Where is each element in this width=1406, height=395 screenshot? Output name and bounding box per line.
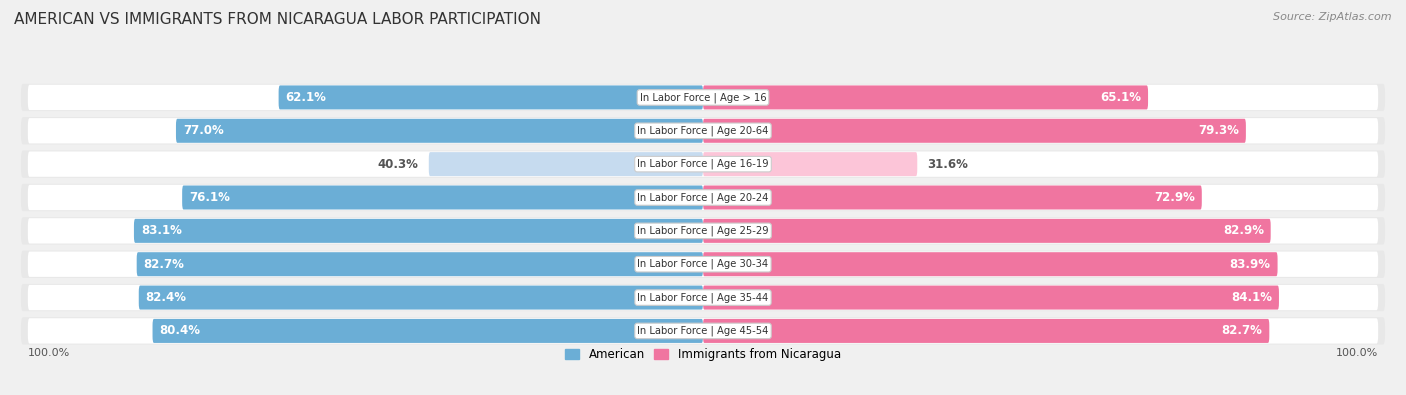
Text: 72.9%: 72.9% xyxy=(1154,191,1195,204)
FancyBboxPatch shape xyxy=(152,319,703,343)
FancyBboxPatch shape xyxy=(703,152,917,176)
FancyBboxPatch shape xyxy=(703,186,1202,209)
FancyBboxPatch shape xyxy=(21,284,1385,311)
Text: 82.4%: 82.4% xyxy=(146,291,187,304)
Text: 82.7%: 82.7% xyxy=(1222,324,1263,337)
Text: 79.3%: 79.3% xyxy=(1198,124,1239,137)
FancyBboxPatch shape xyxy=(28,185,1378,210)
Text: 100.0%: 100.0% xyxy=(28,348,70,358)
Text: In Labor Force | Age 35-44: In Labor Force | Age 35-44 xyxy=(637,292,769,303)
FancyBboxPatch shape xyxy=(21,184,1385,211)
FancyBboxPatch shape xyxy=(703,319,1270,343)
Text: In Labor Force | Age 25-29: In Labor Force | Age 25-29 xyxy=(637,226,769,236)
FancyBboxPatch shape xyxy=(28,285,1378,310)
FancyBboxPatch shape xyxy=(139,286,703,310)
FancyBboxPatch shape xyxy=(21,117,1385,145)
Text: 62.1%: 62.1% xyxy=(285,91,326,104)
Text: Source: ZipAtlas.com: Source: ZipAtlas.com xyxy=(1274,12,1392,22)
Text: 84.1%: 84.1% xyxy=(1232,291,1272,304)
FancyBboxPatch shape xyxy=(703,119,1246,143)
Text: 83.9%: 83.9% xyxy=(1230,258,1271,271)
Text: 77.0%: 77.0% xyxy=(183,124,224,137)
FancyBboxPatch shape xyxy=(429,152,703,176)
Text: 65.1%: 65.1% xyxy=(1099,91,1142,104)
Text: 80.4%: 80.4% xyxy=(159,324,201,337)
Text: AMERICAN VS IMMIGRANTS FROM NICARAGUA LABOR PARTICIPATION: AMERICAN VS IMMIGRANTS FROM NICARAGUA LA… xyxy=(14,12,541,27)
Text: 82.7%: 82.7% xyxy=(143,258,184,271)
FancyBboxPatch shape xyxy=(21,217,1385,245)
Text: 31.6%: 31.6% xyxy=(928,158,969,171)
FancyBboxPatch shape xyxy=(28,318,1378,344)
FancyBboxPatch shape xyxy=(28,252,1378,277)
FancyBboxPatch shape xyxy=(136,252,703,276)
Text: 40.3%: 40.3% xyxy=(378,158,419,171)
FancyBboxPatch shape xyxy=(703,252,1278,276)
Text: In Labor Force | Age 45-54: In Labor Force | Age 45-54 xyxy=(637,325,769,336)
FancyBboxPatch shape xyxy=(28,85,1378,110)
FancyBboxPatch shape xyxy=(28,218,1378,244)
Text: In Labor Force | Age 20-64: In Labor Force | Age 20-64 xyxy=(637,126,769,136)
Text: In Labor Force | Age 16-19: In Labor Force | Age 16-19 xyxy=(637,159,769,169)
Legend: American, Immigrants from Nicaragua: American, Immigrants from Nicaragua xyxy=(560,343,846,366)
FancyBboxPatch shape xyxy=(183,186,703,209)
FancyBboxPatch shape xyxy=(134,219,703,243)
FancyBboxPatch shape xyxy=(278,85,703,109)
Text: 83.1%: 83.1% xyxy=(141,224,181,237)
Text: In Labor Force | Age > 16: In Labor Force | Age > 16 xyxy=(640,92,766,103)
Text: 100.0%: 100.0% xyxy=(1336,348,1378,358)
FancyBboxPatch shape xyxy=(176,119,703,143)
FancyBboxPatch shape xyxy=(28,118,1378,143)
FancyBboxPatch shape xyxy=(703,219,1271,243)
FancyBboxPatch shape xyxy=(703,85,1149,109)
Text: In Labor Force | Age 30-34: In Labor Force | Age 30-34 xyxy=(637,259,769,269)
Text: In Labor Force | Age 20-24: In Labor Force | Age 20-24 xyxy=(637,192,769,203)
FancyBboxPatch shape xyxy=(703,286,1279,310)
Text: 82.9%: 82.9% xyxy=(1223,224,1264,237)
Text: 76.1%: 76.1% xyxy=(188,191,231,204)
FancyBboxPatch shape xyxy=(21,150,1385,178)
FancyBboxPatch shape xyxy=(21,84,1385,111)
FancyBboxPatch shape xyxy=(21,317,1385,344)
FancyBboxPatch shape xyxy=(28,151,1378,177)
FancyBboxPatch shape xyxy=(21,250,1385,278)
